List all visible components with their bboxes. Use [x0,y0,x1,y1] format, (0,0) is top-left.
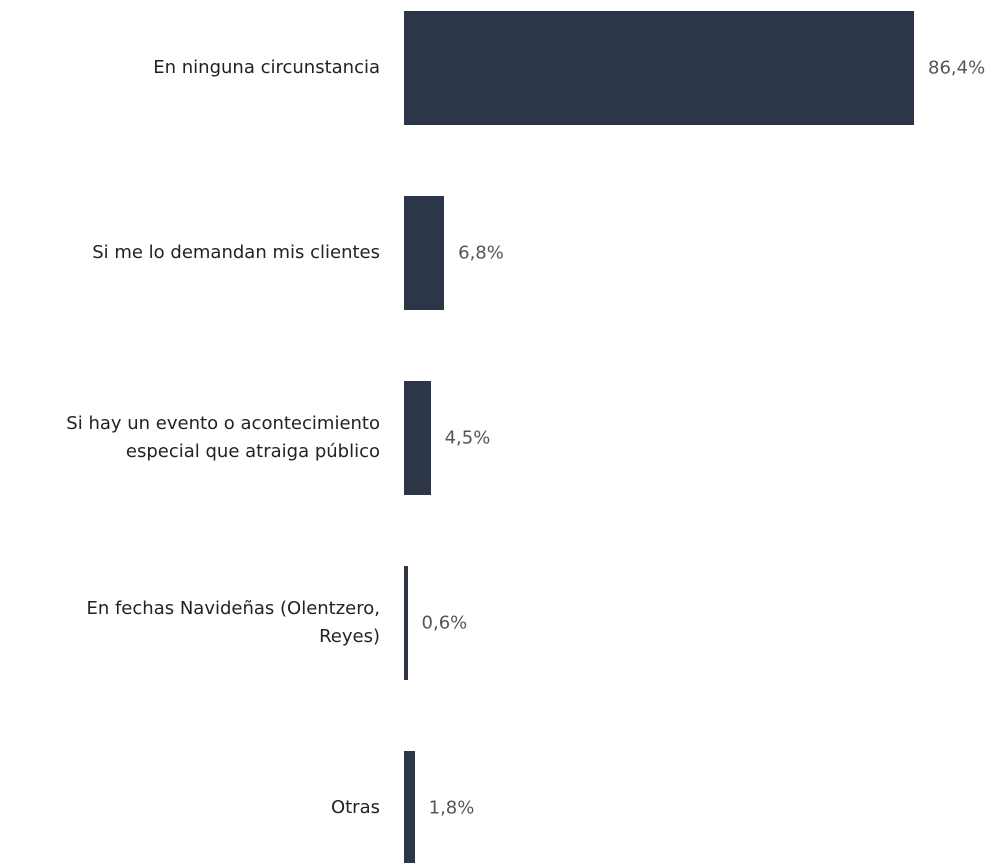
bar [404,196,445,310]
bar [404,751,415,863]
value-label: 86,4% [928,57,986,79]
value-label: 6,8% [458,242,504,264]
category-label: Si me lo demandan mis clientes [92,242,380,263]
value-label: 0,6% [421,612,468,634]
category-label: En fechas Navideñas (Olentzero, Reyes) [86,598,380,647]
value-label: 1,8% [428,797,475,819]
bar [404,381,431,495]
value-label: 4,5% [444,427,491,449]
category-label: Si hay un evento o acontecimiento especi… [66,413,380,462]
bar [404,11,914,125]
category-label: Otras [330,797,380,818]
category-label: En ninguna circunstancia [153,57,380,78]
bar [404,566,408,680]
